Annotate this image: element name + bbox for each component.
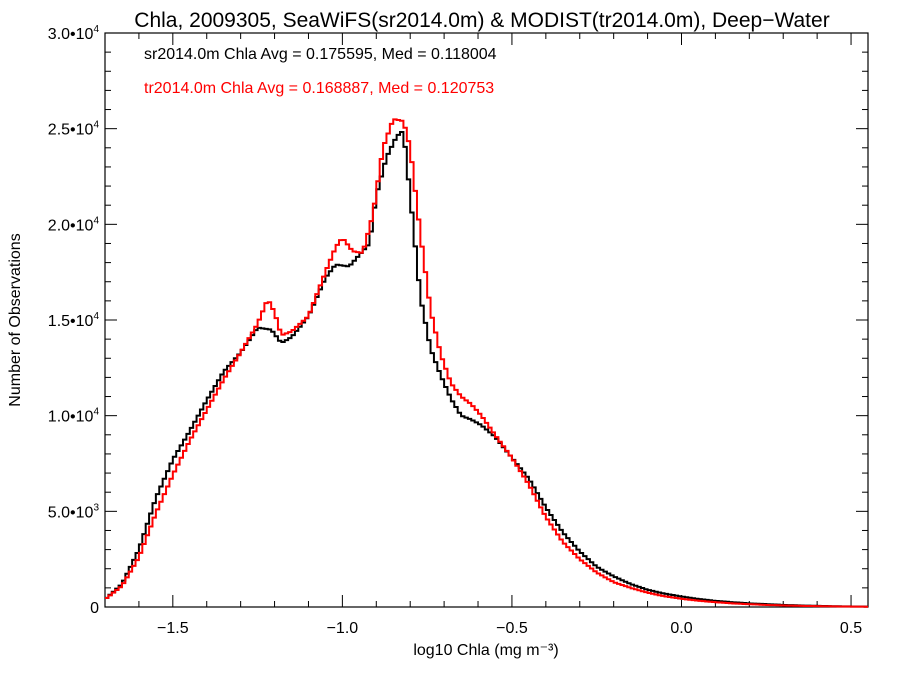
chart-title: Chla, 2009305, SeaWiFS(sr2014.0m) & MODI… (134, 9, 829, 32)
y-tick-label: 2.0•104 (48, 215, 100, 234)
y-tick-mantissa: 5.0•10 (48, 504, 94, 521)
y-tick-label: 1.0•104 (48, 407, 100, 426)
y-tick-exponent: 4 (93, 24, 99, 35)
y-tick-exponent: 3 (93, 502, 99, 513)
y-tick-exponent: 4 (93, 120, 99, 131)
legend-series-1: sr2014.0m Chla Avg = 0.175595, Med = 0.1… (144, 46, 497, 63)
x-tick-label: −1.0 (327, 620, 359, 637)
x-tick-label: 0.5 (840, 620, 862, 637)
x-tick-label: −1.5 (157, 620, 189, 637)
y-tick-mantissa: 1.5•10 (48, 313, 94, 330)
y-tick-exponent: 4 (93, 215, 99, 226)
series-group (105, 118, 868, 608)
y-tick-mantissa: 1.0•10 (48, 409, 94, 426)
x-tick-label: 0.0 (670, 620, 692, 637)
y-tick-label: 2.5•104 (48, 120, 100, 139)
y-tick-mantissa: 0 (90, 600, 99, 617)
y-tick-exponent: 4 (93, 407, 99, 418)
y-tick-mantissa: 2.5•10 (48, 122, 94, 139)
y-tick-label: 0 (90, 600, 99, 617)
y-tick-mantissa: 2.0•10 (48, 217, 94, 234)
x-axis-label: log10 Chla (mg m⁻³) (413, 642, 558, 659)
axis-ticks: −1.5 −1.0 −0.5 0.0 0.505.0•1031.0•1041.5•104… (48, 24, 868, 637)
y-tick-mantissa: 3.0•10 (48, 26, 94, 43)
plot-frame (104, 32, 869, 608)
y-tick-exponent: 4 (93, 311, 99, 322)
y-tick-label: 1.5•104 (48, 311, 100, 330)
y-tick-label: 5.0•103 (48, 502, 100, 521)
legend-series-2: tr2014.0m Chla Avg = 0.168887, Med = 0.1… (144, 80, 494, 97)
y-tick-label: 3.0•104 (48, 24, 100, 43)
series-1-line (105, 131, 868, 608)
series-2-line (105, 118, 868, 608)
y-axis-label: Number of Observations (7, 233, 24, 406)
x-tick-label: −0.5 (496, 620, 528, 637)
